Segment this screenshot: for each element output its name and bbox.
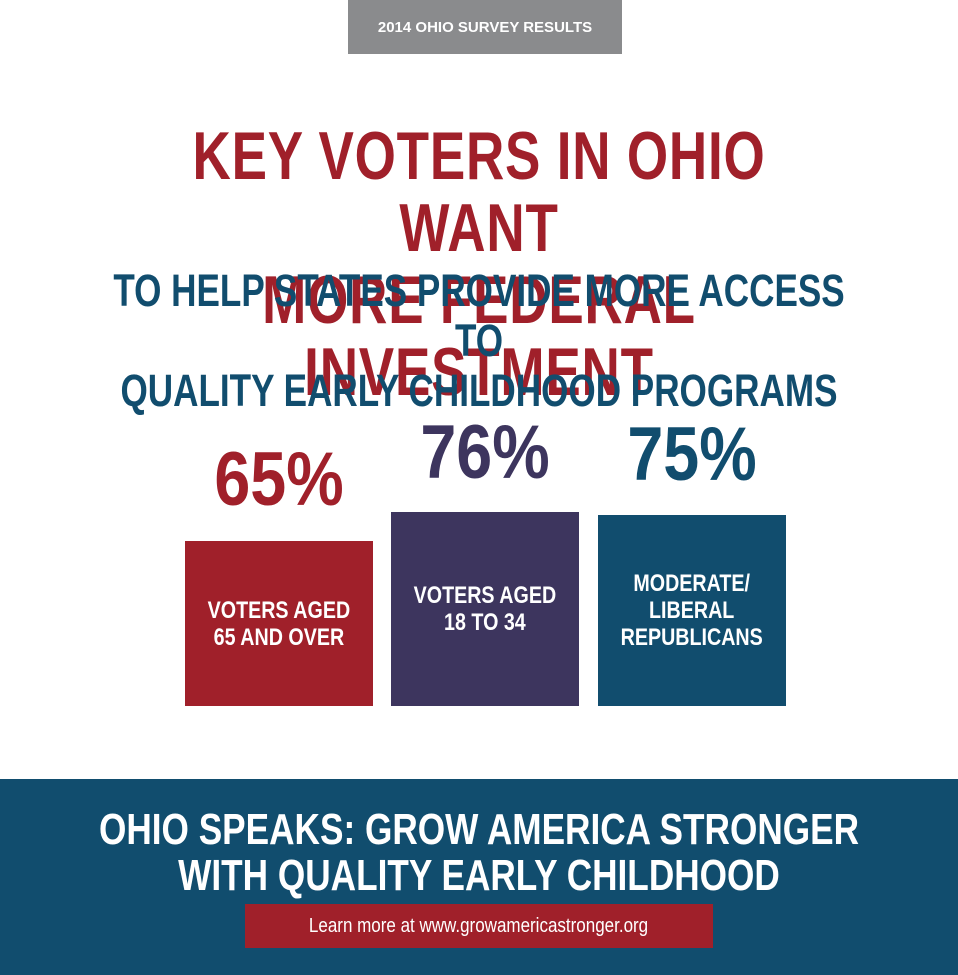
subheadline: TO HELP STATES PROVIDE MORE ACCESS TO QU… xyxy=(105,266,852,416)
stat-percent: 65% xyxy=(214,437,344,522)
stat-label: MODERATE/ LIBERAL REPUBLICANS xyxy=(620,570,764,651)
survey-tag: 2014 OHIO SURVEY RESULTS xyxy=(348,0,622,54)
stat-percent: 75% xyxy=(627,412,757,497)
stat-label: VOTERS AGED 65 AND OVER xyxy=(207,596,351,651)
headline: KEY VOTERS IN OHIO WANT MORE FEDERAL INV… xyxy=(105,120,852,408)
stat-box: MODERATE/ LIBERAL REPUBLICANS xyxy=(598,515,786,706)
stat-box: VOTERS AGED 18 TO 34 xyxy=(391,512,579,706)
headline-line-1: KEY VOTERS IN OHIO WANT xyxy=(192,118,766,266)
stat-percent: 76% xyxy=(420,410,550,495)
subheadline-line-2: QUALITY EARLY CHILDHOOD PROGRAMS xyxy=(120,365,838,416)
survey-tag-label: 2014 OHIO SURVEY RESULTS xyxy=(377,18,593,36)
headline-line-2: MORE FEDERAL INVESTMENT xyxy=(262,262,696,410)
footer-banner: OHIO SPEAKS: GROW AMERICA STRONGER WITH … xyxy=(0,779,958,975)
subheadline-line-1: TO HELP STATES PROVIDE MORE ACCESS TO xyxy=(113,265,845,366)
learn-more-link[interactable]: Learn more at www.growamericastronger.or… xyxy=(245,904,713,948)
stat-box: VOTERS AGED 65 AND OVER xyxy=(185,541,373,706)
learn-more-label: Learn more at www.growamericastronger.or… xyxy=(309,914,649,937)
stat-label: VOTERS AGED 18 TO 34 xyxy=(413,582,557,636)
